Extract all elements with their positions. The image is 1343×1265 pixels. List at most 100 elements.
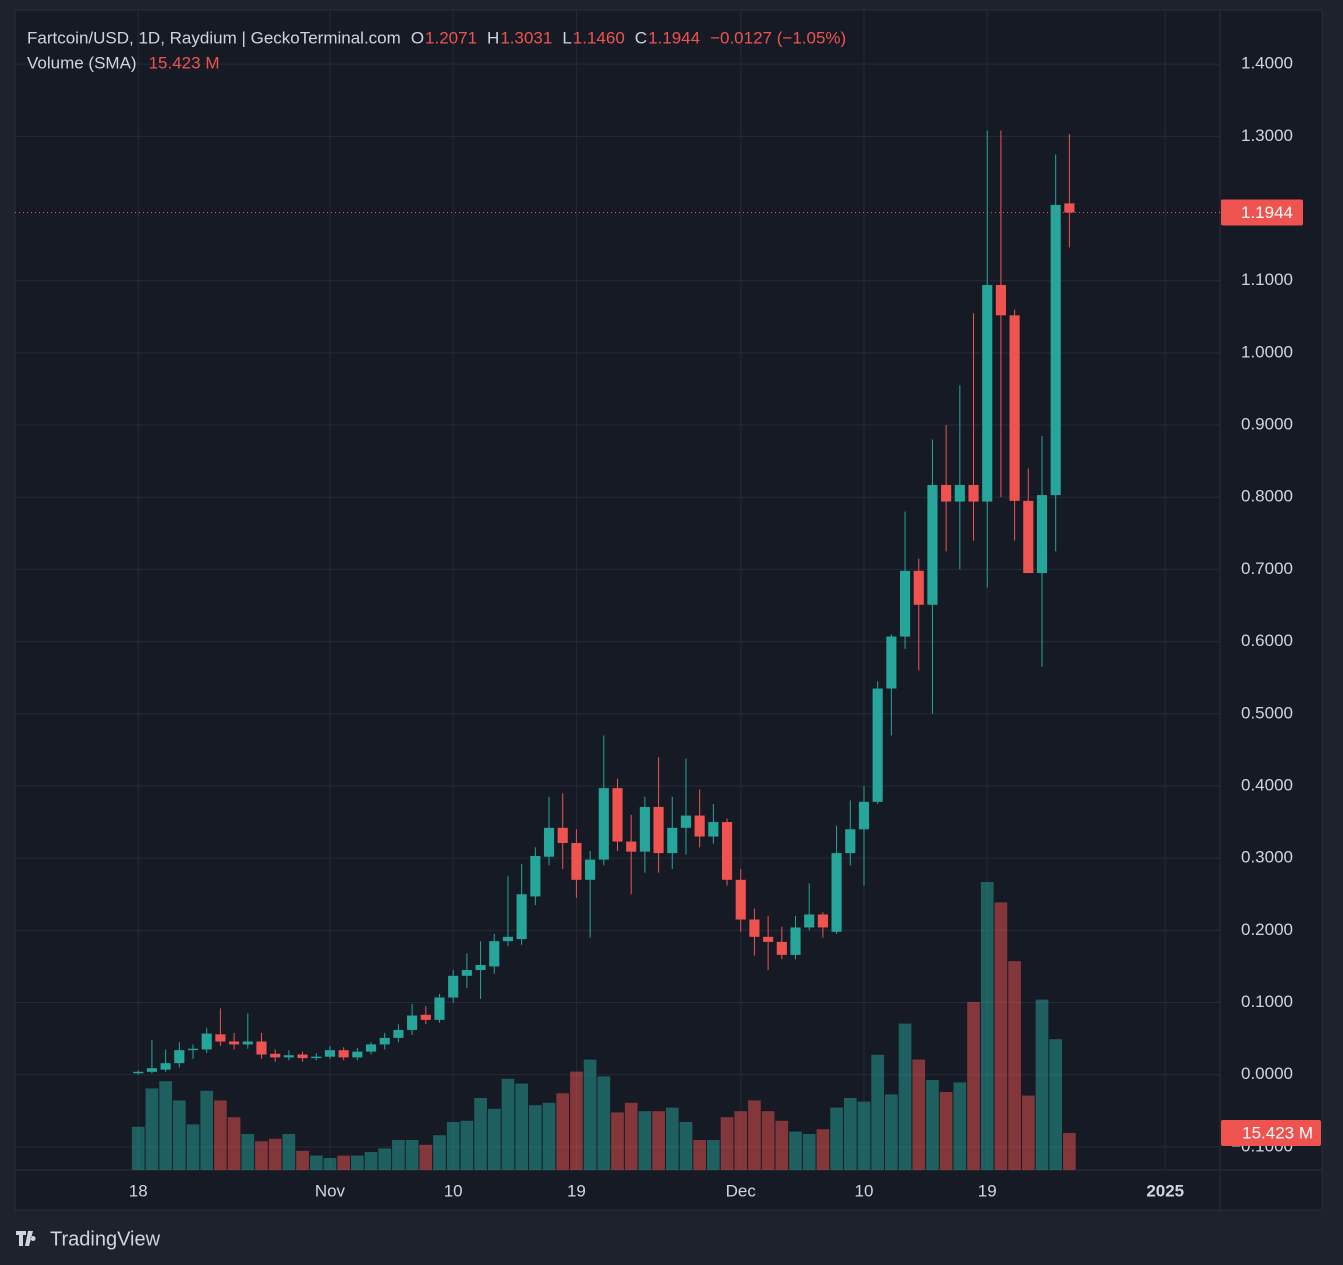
volume-bar <box>214 1100 227 1170</box>
volume-bar <box>474 1098 487 1170</box>
volume-bar <box>200 1090 214 1170</box>
x-tick-label: 10 <box>444 1181 463 1200</box>
candle-body <box>667 827 678 854</box>
volume-bar <box>953 1082 967 1170</box>
chart-title: Fartcoin/USD, 1D, Raydium | GeckoTermina… <box>27 28 401 47</box>
candle-body <box>242 1041 253 1045</box>
volume-bar <box>1008 961 1021 1170</box>
volume-bar <box>638 1111 652 1170</box>
volume-layer <box>131 882 1076 1170</box>
y-tick-label: 0.3000 <box>1241 848 1293 867</box>
volume-bar <box>501 1078 515 1170</box>
volume-bar <box>528 1105 542 1170</box>
candle-body <box>502 936 514 942</box>
volume-bar <box>145 1088 159 1170</box>
y-tick-label: 0.1000 <box>1241 992 1293 1011</box>
volume-bar <box>446 1122 460 1170</box>
volume-bar <box>255 1141 268 1170</box>
candle-body <box>215 1034 226 1042</box>
candle-body <box>886 636 897 689</box>
volume-bar <box>761 1111 775 1170</box>
legend-key: O <box>411 28 424 47</box>
candle-body <box>831 853 842 932</box>
candle-layer <box>133 130 1075 1075</box>
candle-body <box>954 484 965 502</box>
volume-bar <box>433 1135 446 1170</box>
candle-body <box>338 1050 349 1058</box>
volume-bar <box>665 1107 679 1170</box>
candle-body <box>995 285 1006 316</box>
candle-body <box>146 1068 157 1072</box>
volume-bar <box>652 1111 665 1170</box>
volume-bar <box>542 1102 556 1170</box>
candle-body <box>311 1056 322 1059</box>
candle-body <box>324 1050 336 1057</box>
volume-bar <box>994 902 1008 1170</box>
volume-bar <box>460 1120 474 1170</box>
volume-bar <box>789 1131 802 1170</box>
volume-bar <box>419 1144 433 1170</box>
candle-body <box>735 879 746 920</box>
candle-body <box>571 843 582 880</box>
legend-value: 1.2071 <box>425 28 477 47</box>
volume-name: Volume (SMA) <box>27 53 137 72</box>
volume-bar <box>309 1155 323 1170</box>
candle-body <box>927 484 938 605</box>
volume-bar <box>131 1126 145 1170</box>
volume-bar <box>570 1071 583 1170</box>
y-tick-label: 1.1000 <box>1241 270 1293 289</box>
volume-bar <box>611 1112 624 1170</box>
volume-bar <box>1021 1095 1035 1170</box>
volume-bar <box>857 1101 871 1170</box>
volume-bar <box>268 1138 282 1170</box>
candle-body <box>639 806 650 852</box>
legend-value: 1.3031 <box>500 28 552 47</box>
y-tick-label: 0.4000 <box>1241 775 1293 794</box>
volume-bar <box>980 882 994 1170</box>
volume-bar <box>912 1059 926 1170</box>
y-tick-label: 0.8000 <box>1241 487 1293 506</box>
volume-bar <box>624 1102 638 1170</box>
candle-body <box>721 822 733 880</box>
volume-bar <box>816 1129 830 1170</box>
candle-body <box>694 815 705 837</box>
volume-bar <box>1063 1132 1076 1170</box>
candle-body <box>626 841 637 852</box>
candle-body <box>804 914 815 928</box>
volume-legend-value: 15.423 M <box>149 53 220 72</box>
volume-bar <box>748 1100 761 1170</box>
x-tick-label: 18 <box>129 1181 148 1200</box>
candle-body <box>872 688 883 802</box>
volume-bar <box>405 1140 419 1170</box>
volume-bar <box>487 1108 501 1170</box>
last-volume-badge <box>1221 1119 1321 1146</box>
chart-background <box>14 9 1323 1211</box>
x-tick-label: Nov <box>315 1181 346 1200</box>
y-tick-label: 0.6000 <box>1241 631 1293 650</box>
x-tick-label: 10 <box>855 1181 874 1200</box>
volume-bar <box>720 1117 734 1170</box>
last-price-badge <box>1221 199 1303 226</box>
x-tick-label: 19 <box>978 1181 997 1200</box>
candle-body <box>1064 203 1075 213</box>
candle-body <box>585 859 596 880</box>
candle-body <box>708 822 719 837</box>
candle-body <box>899 570 911 637</box>
candle-body <box>448 975 459 998</box>
volume-bar <box>378 1148 392 1170</box>
x-tick-label: Dec <box>726 1181 757 1200</box>
candle-body <box>379 1037 390 1045</box>
y-tick-label: 0.2000 <box>1241 920 1293 939</box>
candle-body <box>270 1053 281 1058</box>
candle-body <box>1023 500 1034 574</box>
legend: Fartcoin/USD, 1D, Raydium | GeckoTermina… <box>27 28 846 72</box>
volume-bar <box>296 1150 309 1170</box>
y-tick-label: 1.0000 <box>1241 342 1293 361</box>
candle-body <box>1009 315 1020 501</box>
candle-body <box>653 806 664 854</box>
candle-body <box>941 484 952 502</box>
candle-body <box>133 1071 144 1074</box>
candle-body <box>790 927 801 955</box>
y-tick-label: 0.5000 <box>1241 703 1293 722</box>
